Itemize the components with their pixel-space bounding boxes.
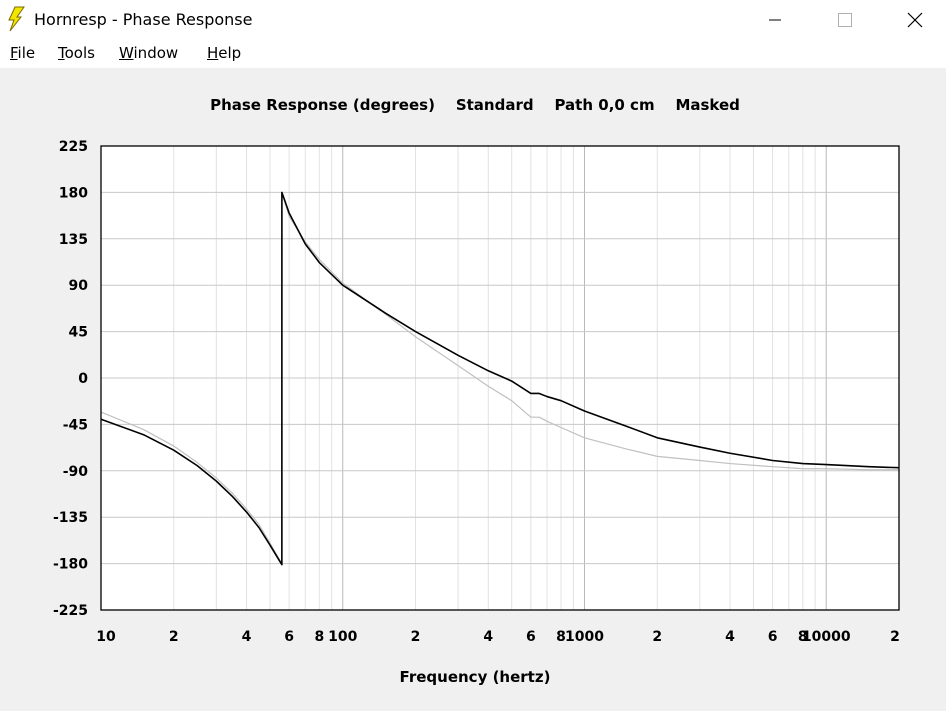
- x-tick-label: 10: [96, 629, 116, 645]
- maximize-icon: [838, 13, 852, 27]
- x-tick-label: 4: [725, 629, 735, 645]
- menu-help-rest: elp: [218, 44, 242, 62]
- menu-tools-accel: T: [58, 44, 65, 62]
- y-tick-label: 45: [69, 325, 88, 341]
- chart-title: Phase Response (degrees) Standard Path 0…: [210, 96, 740, 114]
- x-tick-label: 2: [169, 629, 179, 645]
- x-axis-label: Frequency (hertz): [399, 668, 551, 686]
- y-tick-label: -225: [53, 603, 88, 619]
- x-tick-label: 10000: [802, 629, 851, 645]
- minimize-icon: [769, 19, 781, 21]
- y-tick-label: 0: [78, 371, 88, 387]
- x-tick-label: 8: [798, 629, 808, 645]
- x-tick-label: 2: [890, 629, 900, 645]
- series-line: [100, 191, 899, 565]
- plot-frame: [100, 145, 900, 611]
- maximize-button[interactable]: [822, 0, 868, 40]
- x-tick-label: 8: [314, 629, 324, 645]
- x-tick-label: 4: [483, 629, 493, 645]
- x-tick-label: 2: [411, 629, 421, 645]
- x-tick-label: 6: [768, 629, 778, 645]
- y-tick-label: -90: [63, 464, 89, 480]
- x-tick-label: 2: [652, 629, 662, 645]
- close-icon: [907, 12, 923, 28]
- series-line: [100, 191, 900, 566]
- x-tick-label: 100: [328, 629, 357, 645]
- menu-tools-rest: ools: [64, 44, 95, 62]
- menu-window-rest: indow: [133, 44, 179, 62]
- y-tick-label: -180: [53, 557, 88, 573]
- menu-file[interactable]: File: [10, 44, 35, 62]
- menu-bar: File Tools Window Help: [0, 40, 946, 68]
- y-tick-label: 135: [59, 232, 88, 248]
- x-tick-label: 1000: [565, 629, 604, 645]
- x-tick-label: 4: [242, 629, 252, 645]
- menu-file-accel: F: [10, 44, 18, 62]
- menu-tools[interactable]: Tools: [58, 44, 95, 62]
- menu-file-rest: ile: [17, 44, 36, 62]
- menu-window-accel: W: [119, 44, 134, 62]
- menu-window[interactable]: Window: [119, 44, 178, 62]
- minimize-button[interactable]: [752, 0, 798, 40]
- close-button[interactable]: [892, 0, 938, 40]
- y-tick-label: -135: [53, 510, 88, 526]
- y-tick-label: -45: [63, 417, 88, 433]
- menu-help[interactable]: Help: [207, 44, 241, 62]
- y-tick-label: 180: [59, 185, 88, 201]
- y-tick-label: 225: [59, 139, 88, 155]
- x-tick-label: 6: [526, 629, 536, 645]
- window-title: Hornresp - Phase Response: [34, 10, 253, 29]
- x-tick-label: 6: [284, 629, 294, 645]
- lightning-bolt-icon: [6, 6, 26, 32]
- x-tick-label: 8: [556, 629, 566, 645]
- title-bar: Hornresp - Phase Response: [0, 0, 946, 40]
- menu-help-accel: H: [207, 44, 219, 62]
- y-tick-label: 90: [69, 278, 89, 294]
